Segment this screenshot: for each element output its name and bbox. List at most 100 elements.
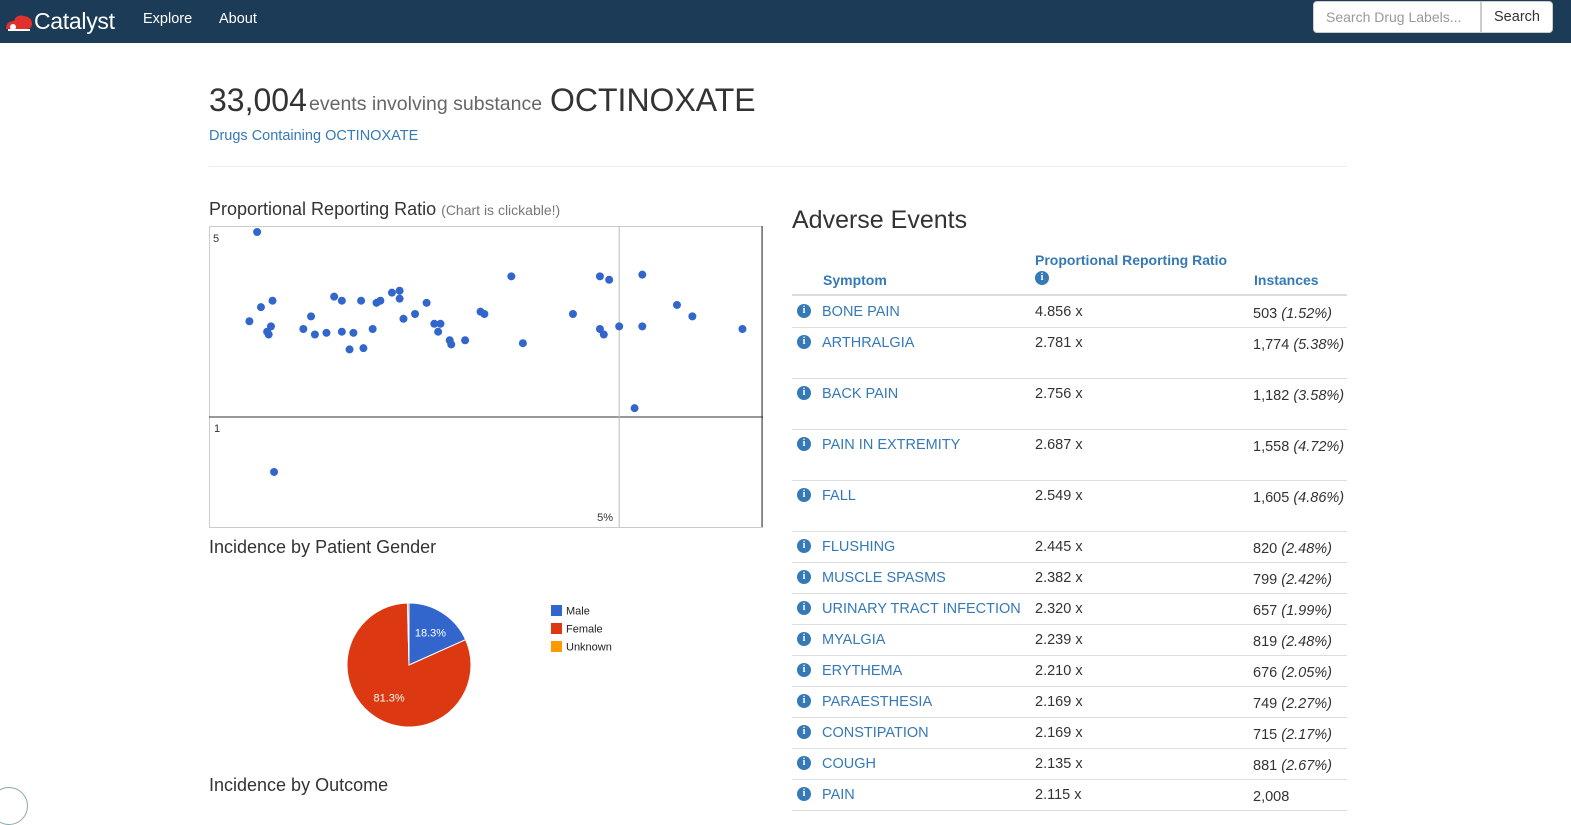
info-icon[interactable]: i — [797, 386, 811, 400]
info-icon[interactable]: i — [797, 601, 811, 615]
prr-point[interactable] — [359, 344, 368, 353]
instances-count: 503 — [1253, 306, 1278, 322]
info-icon[interactable]: i — [797, 335, 811, 349]
symptom-link[interactable]: PAIN IN EXTREMITY — [822, 437, 961, 453]
prr-point[interactable] — [411, 309, 420, 318]
prr-point[interactable] — [368, 325, 377, 334]
prr-info-icon[interactable]: i — [1035, 271, 1049, 285]
prr-point[interactable] — [672, 300, 681, 309]
prr-point[interactable] — [268, 296, 277, 305]
gender-pie-chart[interactable]: 18.3% 81.3% Male Female Unknown — [209, 565, 764, 765]
brand-logo-link[interactable]: Catalyst — [4, 4, 115, 38]
prr-point[interactable] — [387, 288, 396, 297]
prr-point[interactable] — [349, 328, 358, 337]
prr-point[interactable] — [461, 336, 470, 345]
prr-point[interactable] — [299, 325, 308, 334]
drugs-containing-link[interactable]: Drugs Containing OCTINOXATE — [209, 128, 419, 144]
prr-point[interactable] — [337, 296, 346, 305]
instances-percent: (2.48%) — [1281, 541, 1333, 557]
legend-label-male[interactable]: Male — [566, 606, 590, 618]
legend-label-female[interactable]: Female — [566, 624, 603, 636]
info-icon[interactable]: i — [797, 632, 811, 646]
feedback-icon[interactable] — [0, 787, 28, 825]
info-icon[interactable]: i — [797, 488, 811, 502]
prr-point[interactable] — [605, 275, 614, 284]
search-button[interactable]: Search — [1481, 1, 1553, 33]
prr-point[interactable] — [357, 296, 366, 305]
symptom-link[interactable]: BACK PAIN — [822, 386, 899, 402]
info-icon[interactable]: i — [797, 539, 811, 553]
prr-point[interactable] — [395, 294, 404, 303]
prr-y-tick-1: 1 — [214, 423, 220, 435]
prr-point[interactable] — [337, 327, 346, 336]
info-icon[interactable]: i — [797, 304, 811, 318]
prr-point[interactable] — [253, 228, 262, 236]
info-icon[interactable]: i — [797, 787, 811, 801]
prr-point[interactable] — [245, 317, 254, 326]
prr-point[interactable] — [399, 314, 408, 323]
prr-point[interactable] — [447, 340, 456, 349]
prr-point[interactable] — [568, 309, 577, 318]
symptom-link[interactable]: MUSCLE SPASMS — [822, 570, 946, 586]
prr-point[interactable] — [264, 330, 273, 339]
prr-point[interactable] — [430, 319, 439, 328]
nav-about-link[interactable]: About — [219, 11, 257, 27]
prr-point[interactable] — [395, 286, 404, 295]
prr-point[interactable] — [518, 339, 527, 348]
prr-point[interactable] — [256, 303, 265, 312]
symptom-link[interactable]: COUGH — [822, 756, 876, 772]
prr-point[interactable] — [638, 322, 647, 331]
prr-point[interactable] — [307, 312, 316, 321]
instances-percent: (2.48%) — [1281, 634, 1333, 650]
prr-point[interactable] — [688, 312, 697, 321]
prr-point[interactable] — [638, 270, 647, 279]
pie-slice-unknown[interactable] — [406, 602, 410, 666]
prr-point[interactable] — [345, 345, 354, 354]
prr-point[interactable] — [330, 292, 339, 301]
prr-point[interactable] — [507, 272, 516, 281]
prr-point[interactable] — [270, 467, 279, 476]
nav-explore-link[interactable]: Explore — [143, 11, 193, 27]
symptom-link[interactable]: ERYTHEMA — [822, 663, 903, 679]
prr-point[interactable] — [630, 404, 639, 413]
prr-point[interactable] — [310, 330, 319, 339]
table-row: i CONSTIPATION 2.169 x 715 (2.17%) — [792, 717, 1347, 749]
prr-point[interactable] — [615, 322, 624, 331]
info-icon[interactable]: i — [797, 663, 811, 677]
symptom-link[interactable]: FALL — [822, 488, 856, 504]
symptom-link[interactable]: MYALGIA — [822, 632, 886, 648]
prr-scatter-chart[interactable]: 5 1 5% — [209, 226, 764, 528]
column-header-prr[interactable]: Proportional Reporting Ratio — [1035, 252, 1228, 268]
symptom-link[interactable]: CONSTIPATION — [822, 725, 929, 741]
pie-slice-female[interactable] — [346, 602, 472, 728]
pie-slice-male[interactable] — [408, 602, 467, 666]
legend-label-unknown[interactable]: Unknown — [566, 642, 612, 654]
symptom-link[interactable]: FLUSHING — [822, 539, 896, 555]
prr-point[interactable] — [434, 327, 443, 336]
info-icon[interactable]: i — [797, 756, 811, 770]
symptom-link[interactable]: URINARY TRACT INFECTION — [822, 601, 1021, 617]
info-icon[interactable]: i — [797, 570, 811, 584]
symptom-link[interactable]: PARAESTHESIA — [822, 694, 933, 710]
info-icon[interactable]: i — [797, 725, 811, 739]
symptom-link[interactable]: PAIN — [822, 787, 855, 803]
prr-point[interactable] — [266, 322, 275, 331]
instances-count: 819 — [1253, 634, 1278, 650]
prr-point[interactable] — [436, 319, 445, 328]
info-icon[interactable]: i — [797, 437, 811, 451]
table-row: i PARAESTHESIA 2.169 x 749 (2.27%) — [792, 686, 1347, 718]
prr-point[interactable] — [595, 272, 604, 281]
search-input[interactable] — [1313, 1, 1481, 33]
prr-point[interactable] — [422, 298, 431, 307]
column-header-symptom[interactable]: Symptom — [823, 272, 887, 288]
info-icon[interactable]: i — [797, 694, 811, 708]
prr-point[interactable] — [599, 330, 608, 339]
prr-point[interactable] — [322, 328, 331, 337]
symptom-link[interactable]: BONE PAIN — [822, 304, 900, 320]
prr-point[interactable] — [376, 296, 385, 305]
symptom-link[interactable]: ARTHRALGIA — [822, 335, 915, 351]
event-count-caption: events involving substance — [309, 93, 543, 115]
prr-point[interactable] — [738, 325, 747, 334]
prr-point[interactable] — [480, 309, 489, 318]
column-header-instances[interactable]: Instances — [1254, 272, 1319, 288]
